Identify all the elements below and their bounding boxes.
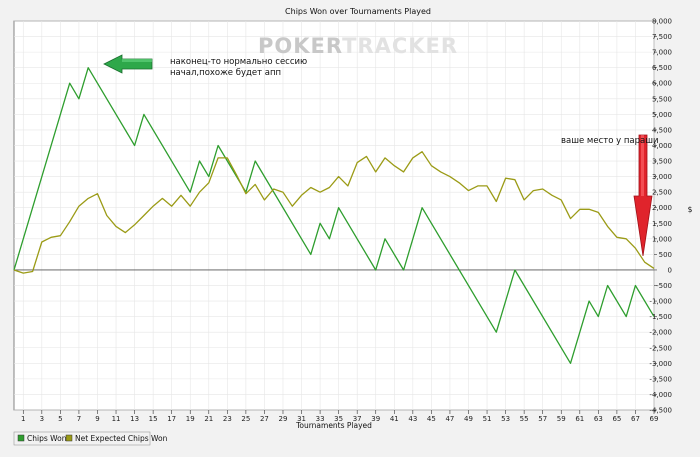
x-tick-label: 43 — [408, 415, 417, 423]
y-tick-label: -3,000 — [649, 360, 672, 368]
x-tick-label: 53 — [501, 415, 510, 423]
x-tick-label: 19 — [186, 415, 195, 423]
legend-label-net-expected: Net Expected Chips Won — [75, 434, 168, 443]
plot-area — [13, 20, 655, 411]
legend-label-chips-won: Chips Won — [27, 434, 67, 443]
y-tick-label: 0 — [668, 266, 672, 274]
legend-swatch-chips-won — [17, 434, 25, 442]
y-tick-label: -1,500 — [649, 313, 672, 321]
x-tick-label: 5 — [58, 415, 62, 423]
y-tick-label: 6,500 — [652, 64, 672, 72]
x-tick-label: 41 — [390, 415, 399, 423]
x-tick-label: 27 — [260, 415, 269, 423]
y-tick-label: 4,000 — [652, 142, 672, 150]
legend-box — [13, 431, 151, 446]
x-tick-label: 9 — [95, 415, 99, 423]
y-tick-label: 4,500 — [652, 126, 672, 134]
x-tick-label: 13 — [130, 415, 139, 423]
x-tick-label: 33 — [316, 415, 325, 423]
series-line-net-expected-chips-won — [13, 151, 655, 274]
y-tick-label: -2,000 — [649, 329, 672, 337]
x-tick-label: 23 — [223, 415, 232, 423]
x-tick-label: 3 — [40, 415, 44, 423]
x-tick-label: 67 — [631, 415, 640, 423]
y-tick-label: -4,000 — [649, 391, 672, 399]
watermark: POKERTRACKER — [258, 34, 458, 58]
y-axis-unit-label: $ — [688, 205, 693, 214]
x-tick-label: 69 — [650, 415, 659, 423]
y-tick-label: 3,500 — [652, 158, 672, 166]
x-tick-label: 15 — [149, 415, 158, 423]
x-tick-label: 35 — [334, 415, 343, 423]
y-tick-label: 7,000 — [652, 49, 672, 57]
annotation-2: ваше место у параши — [561, 136, 659, 146]
y-tick-label: -2,500 — [649, 344, 672, 352]
x-tick-label: 63 — [594, 415, 603, 423]
y-axis-ticks: 8,000 7,500 7,000 6,500 6,000 5,500 5,000 4,500… — [649, 18, 672, 415]
y-tick-label: 5,500 — [652, 95, 672, 103]
x-tick-label: 51 — [483, 415, 492, 423]
y-tick-label: 3,000 — [652, 173, 672, 181]
y-tick-label: -4,500 — [649, 407, 672, 415]
x-tick-label: 7 — [77, 415, 81, 423]
green-arrow-icon — [103, 54, 153, 74]
x-tick-label: 31 — [297, 415, 306, 423]
y-tick-label: 6,000 — [652, 80, 672, 88]
x-tick-label: 25 — [241, 415, 250, 423]
x-tick-label: 47 — [445, 415, 454, 423]
x-tick-label: 57 — [538, 415, 547, 423]
x-tick-label: 55 — [520, 415, 529, 423]
x-tick-label: 11 — [112, 415, 121, 423]
y-tick-label: -1,000 — [649, 298, 672, 306]
y-tick-label: 500 — [659, 251, 672, 259]
y-tick-label: 1,000 — [652, 235, 672, 243]
annotation-1-line2: начал,похоже будет апп — [170, 68, 281, 78]
x-tick-label: 45 — [427, 415, 436, 423]
x-axis-label: Tournaments Played — [295, 421, 372, 430]
y-tick-label: 7,500 — [652, 33, 672, 41]
x-tick-label: 59 — [557, 415, 566, 423]
chart-title: Chips Won over Tournaments Played — [285, 7, 431, 16]
x-tick-label: 37 — [353, 415, 362, 423]
red-arrow-icon — [633, 134, 653, 257]
x-tick-label: 65 — [612, 415, 621, 423]
x-tick-label: 49 — [464, 415, 473, 423]
x-tick-label: 17 — [167, 415, 176, 423]
x-tick-label: 1 — [21, 415, 25, 423]
y-tick-label: 2,000 — [652, 204, 672, 212]
x-tick-label: 29 — [279, 415, 288, 423]
series-layer — [13, 67, 655, 364]
annotation-1-line1: наконец-то нормально сессию — [170, 57, 307, 67]
x-tick-label: 61 — [575, 415, 584, 423]
legend: Chips Won Net Expected Chips Won — [13, 431, 168, 446]
y-tick-label: 2,500 — [652, 189, 672, 197]
x-axis-ticks: 1 3 5 7 9 11 13 15 17 19 21 23 25 27 29 31 33 35 37 39 41 43 4… — [21, 410, 658, 423]
watermark-part1: POKER — [258, 34, 342, 58]
watermark-part2: TRACKER — [342, 34, 458, 58]
y-tick-label: 1,500 — [652, 220, 672, 228]
y-tick-label: -500 — [656, 282, 672, 290]
series-line-chips-won — [13, 67, 655, 364]
y-tick-label: -3,500 — [649, 375, 672, 383]
legend-swatch-net-expected — [65, 434, 73, 442]
y-tick-label: 8,000 — [652, 18, 672, 26]
x-tick-label: 39 — [371, 415, 380, 423]
y-tick-label: 5,000 — [652, 111, 672, 119]
x-tick-label: 21 — [204, 415, 213, 423]
